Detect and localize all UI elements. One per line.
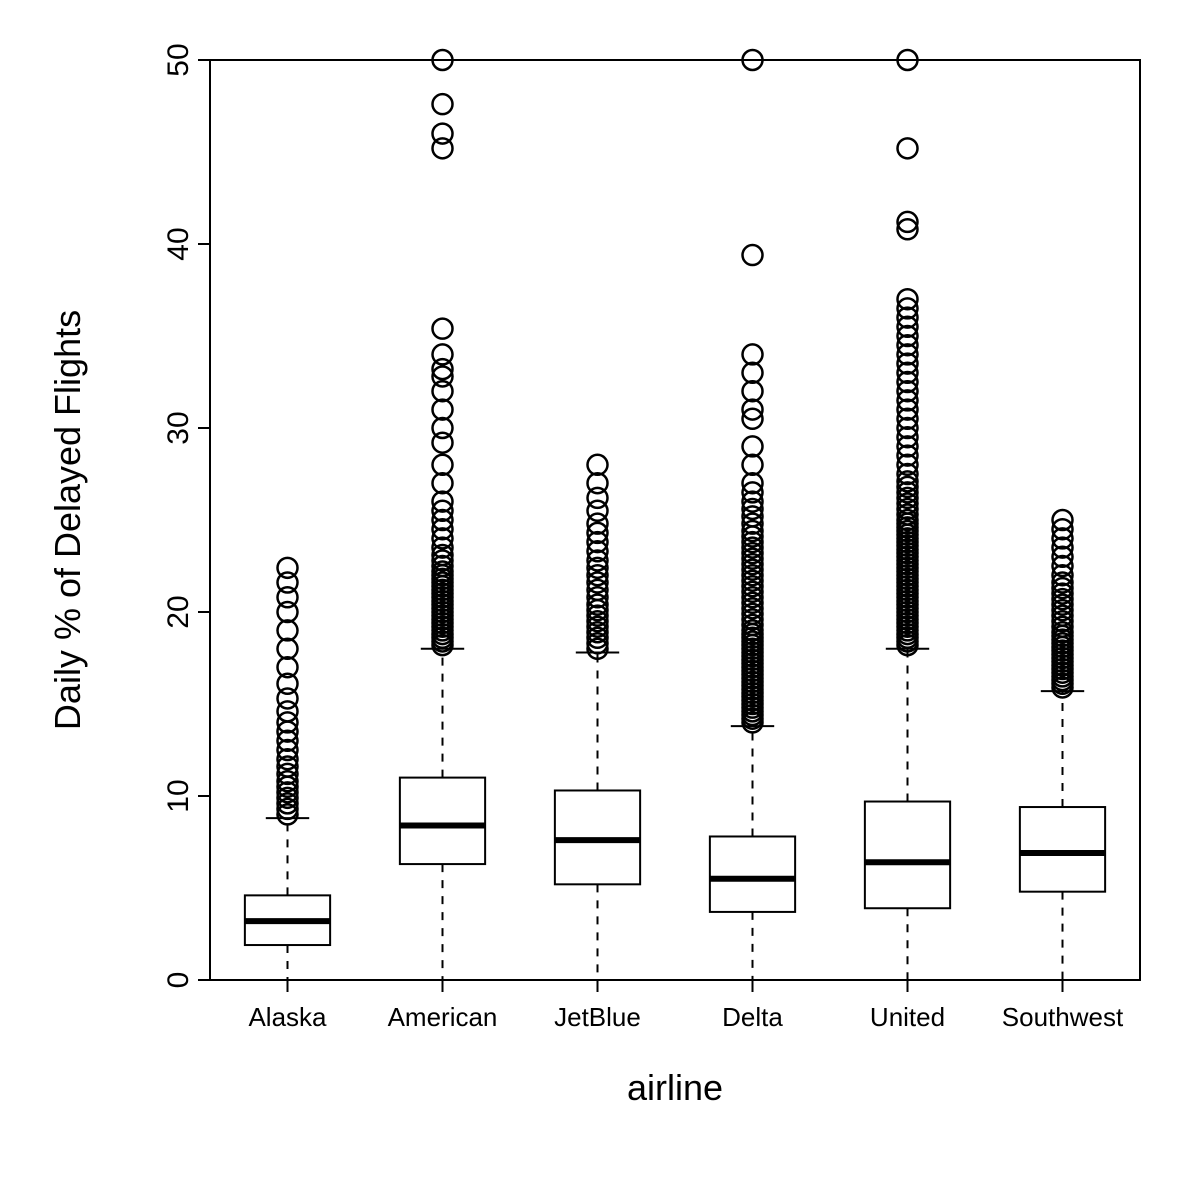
outlier-point <box>433 455 453 475</box>
x-tick-label: Delta <box>722 1002 783 1032</box>
outlier-point <box>743 363 763 383</box>
y-tick-label: 30 <box>162 411 195 444</box>
outlier-point <box>743 436 763 456</box>
outlier-point <box>588 455 608 475</box>
outlier-point <box>743 381 763 401</box>
y-tick-label: 0 <box>162 972 195 989</box>
boxplot-chart: 0 10 20 30 40 50 Alaska American JetBlue Delta Uni… <box>0 0 1200 1200</box>
y-axis-label: Daily % of Delayed Flights <box>47 310 88 730</box>
outlier-point <box>433 124 453 144</box>
box <box>710 836 795 911</box>
x-tick-label: Southwest <box>1002 1002 1124 1032</box>
plot-frame <box>210 60 1140 980</box>
x-tick-label: American <box>388 1002 498 1032</box>
outlier-point <box>898 138 918 158</box>
outlier-point <box>743 344 763 364</box>
box <box>1020 807 1105 892</box>
x-tick-label: Alaska <box>248 1002 327 1032</box>
y-tick-label: 10 <box>162 779 195 812</box>
x-tick-label: United <box>870 1002 945 1032</box>
y-tick-label: 20 <box>162 595 195 628</box>
box <box>400 778 485 864</box>
x-axis-label: airline <box>627 1067 723 1108</box>
outlier-point <box>278 639 298 659</box>
outlier-point <box>433 400 453 420</box>
outlier-point <box>278 558 298 578</box>
outlier-point <box>433 344 453 364</box>
outlier-point <box>588 473 608 493</box>
box <box>865 802 950 909</box>
outlier-point <box>278 620 298 640</box>
outlier-point <box>433 94 453 114</box>
chart-svg: 0 10 20 30 40 50 Alaska American JetBlue Delta Uni… <box>0 0 1200 1200</box>
x-tick-label: JetBlue <box>554 1002 641 1032</box>
outlier-point <box>433 418 453 438</box>
outlier-point <box>743 245 763 265</box>
outlier-point <box>743 455 763 475</box>
outlier-point <box>433 319 453 339</box>
y-tick-label: 40 <box>162 227 195 260</box>
y-tick-label: 50 <box>162 43 195 76</box>
outlier-point <box>433 473 453 493</box>
